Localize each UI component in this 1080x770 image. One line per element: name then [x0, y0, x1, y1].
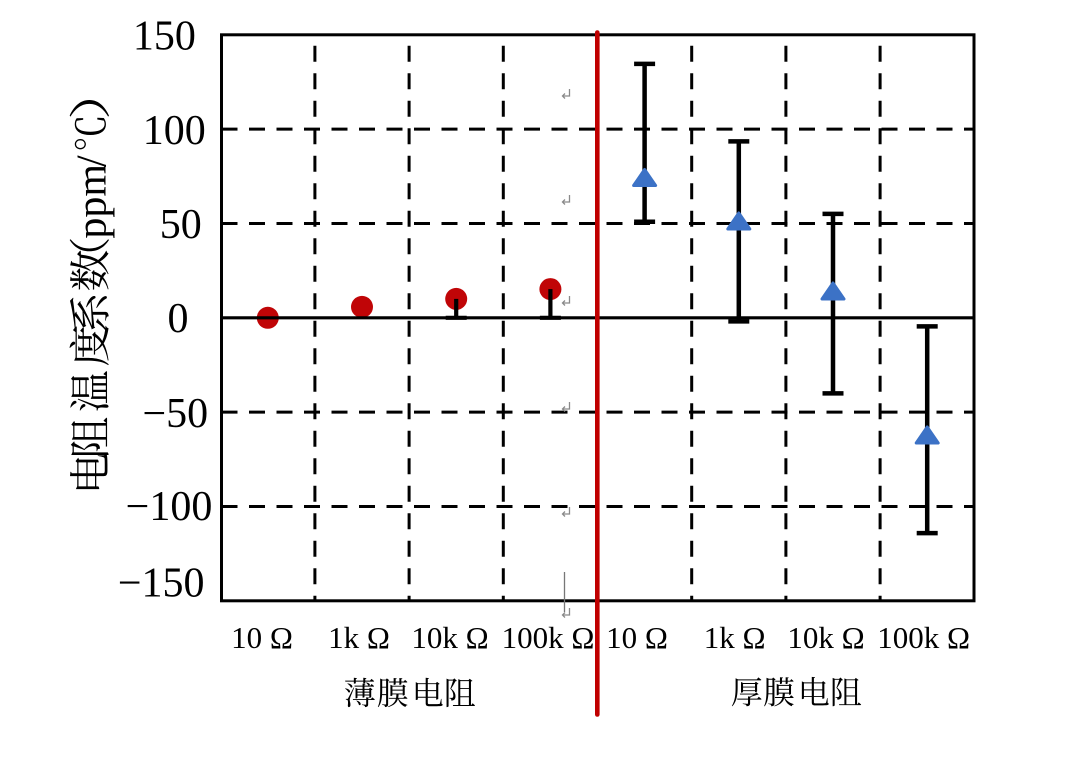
svg-text:10 Ω: 10 Ω — [606, 620, 668, 655]
svg-text:−50: −50 — [142, 391, 208, 437]
svg-text:100: 100 — [143, 108, 206, 154]
svg-text:/: / — [69, 155, 115, 167]
svg-text:10 Ω: 10 Ω — [231, 620, 293, 655]
svg-text:100k Ω: 100k Ω — [502, 620, 595, 655]
svg-text:0: 0 — [168, 296, 189, 342]
svg-text:150: 150 — [133, 14, 196, 60]
svg-text:ppm: ppm — [69, 164, 115, 239]
svg-text:10k Ω: 10k Ω — [787, 620, 864, 655]
svg-text:−150: −150 — [118, 561, 205, 607]
svg-text:100k Ω: 100k Ω — [877, 620, 970, 655]
svg-text:1k Ω: 1k Ω — [704, 620, 766, 655]
svg-text:1k Ω: 1k Ω — [328, 620, 390, 655]
svg-text:50: 50 — [160, 202, 202, 248]
svg-text:10k Ω: 10k Ω — [411, 620, 488, 655]
svg-text:−100: −100 — [126, 484, 213, 530]
